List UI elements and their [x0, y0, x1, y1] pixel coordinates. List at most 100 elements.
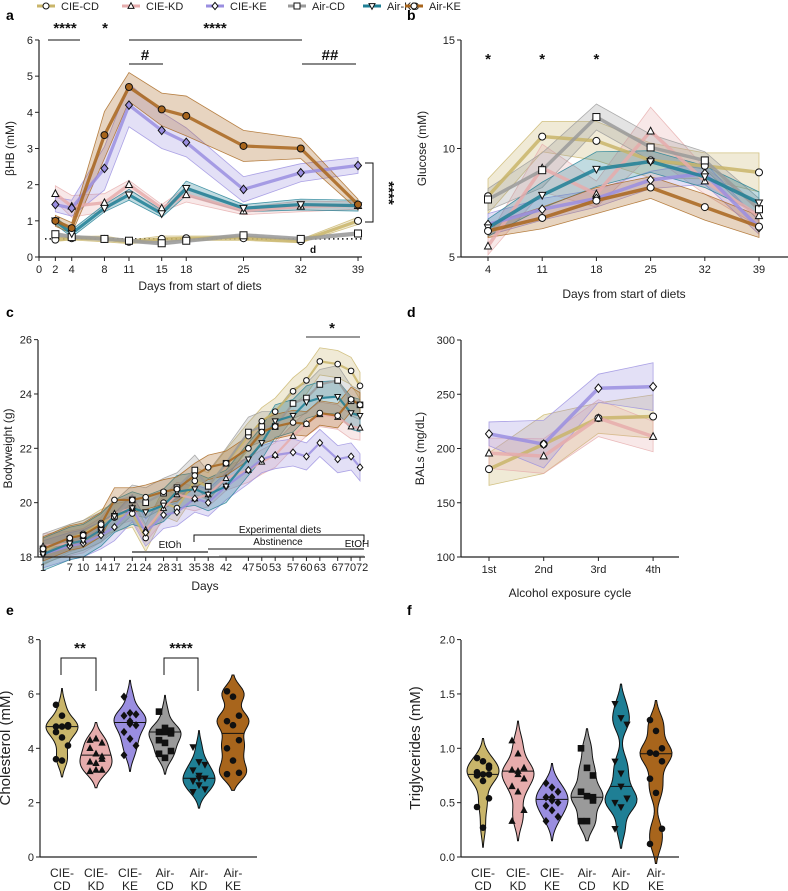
data-point [223, 717, 231, 725]
data-point-Air-KD [537, 191, 547, 201]
data-point-CIE-KE [648, 381, 658, 392]
data-point-Air-CD [204, 483, 212, 490]
data-point-Air-KE [484, 226, 492, 235]
legend-label: CIE-KD [146, 1, 183, 13]
data-point-Air-KE [79, 531, 87, 539]
data-point-Air-KD [258, 440, 266, 448]
data-point-CIE-KE [347, 452, 355, 461]
data-point-Air-KE [646, 183, 655, 192]
data-point [189, 767, 197, 775]
significance-marker: **** [203, 20, 227, 37]
data-point-CIE-KE [353, 160, 363, 171]
data-point-Air-KD [754, 199, 764, 208]
data-point [58, 712, 66, 720]
x-axis-title: Alcohol exposure cycle [509, 586, 632, 600]
y-tick-label: 4 [28, 743, 34, 755]
x-axis-title: Days from start of diets [138, 279, 261, 293]
data-point [167, 747, 175, 755]
data-point-Air-CD [191, 466, 199, 474]
y-axis-title: Glucose (mM) [415, 111, 429, 186]
series-line-CIE-CD [488, 414, 654, 471]
data-point [617, 715, 625, 723]
category-label-line1: Air- [612, 866, 631, 880]
x-tick-label: 17 [108, 562, 120, 574]
data-point [155, 750, 163, 758]
data-point [229, 757, 237, 764]
data-point [58, 757, 66, 764]
data-point-Air-KD [302, 399, 311, 407]
data-point [542, 793, 550, 802]
data-point-Air-KE [347, 396, 355, 403]
data-point [58, 723, 66, 730]
data-point [485, 771, 493, 778]
x-tick-label: 0 [36, 264, 42, 276]
significance-marker: ## [322, 47, 339, 64]
legend-item [122, 1, 140, 9]
category-label-line1: CIE- [118, 866, 142, 880]
data-point [548, 793, 556, 802]
data-point-Air-KE [67, 224, 76, 233]
data-point-Air-KE [289, 419, 297, 426]
data-point-Air-KE [303, 420, 310, 428]
significance-marker: **** [169, 640, 193, 657]
data-point [92, 759, 100, 767]
data-point-Air-KE [222, 459, 230, 467]
data-point-Air-KD [244, 456, 253, 464]
data-point-CIE-KE [356, 463, 364, 472]
data-point-Air-KE [97, 521, 105, 528]
data-point [479, 771, 487, 778]
data-point-Air-KD [296, 201, 306, 210]
violin-Air-KD [604, 683, 638, 849]
category-label-line2: KE [648, 879, 664, 891]
x-tick-label: 35 [189, 562, 201, 574]
data-point [658, 758, 666, 765]
data-point [583, 792, 591, 800]
category-label-line2: KE [225, 879, 241, 891]
data-point-Air-CD [296, 234, 305, 243]
panel-a-axes [35, 39, 362, 258]
data-point [52, 728, 60, 736]
x-tick-label: 53 [269, 562, 281, 574]
category-label-line2: CD [578, 879, 596, 891]
violin-Air-CD [570, 728, 604, 842]
category-label-line1: Air- [156, 866, 175, 880]
data-point [86, 736, 94, 743]
y-axis-title: Cholesterol (mM) [0, 690, 14, 805]
y-tick-label: 0.5 [440, 798, 455, 810]
data-point [92, 734, 100, 742]
x-tick-label: 7072 [344, 562, 368, 574]
data-point-CIE-KE [239, 184, 248, 195]
category-label-line2: KE [544, 879, 560, 891]
significance-bracket [365, 162, 374, 223]
data-point-Air-KE [142, 493, 149, 501]
category-label-line2: KE [122, 879, 138, 891]
data-point-CIE-CD [334, 360, 341, 368]
data-point-CIE-KE [204, 498, 212, 507]
legend-item [405, 2, 423, 10]
category-label-line2: CD [156, 879, 174, 891]
data-point-Air-KE [245, 445, 252, 452]
data-point [583, 817, 591, 825]
data-point-Air-CD [592, 113, 601, 122]
panel-b-plot [483, 103, 764, 256]
x-tick-label: 38 [202, 562, 214, 574]
significance-marker: ** [74, 640, 86, 657]
data-point-CIE-KE [539, 439, 548, 450]
data-point [132, 741, 140, 750]
data-point [64, 742, 72, 749]
panel-letter: d [407, 304, 416, 320]
data-point [126, 734, 134, 743]
data-point [155, 728, 163, 736]
data-point-CIE-CD [347, 367, 355, 375]
data-point [520, 763, 528, 771]
data-point [120, 711, 128, 720]
category-label-line2: CD [53, 879, 71, 891]
y-axis-title: BALs (mg/dL) [413, 412, 427, 485]
data-point [485, 764, 493, 772]
data-point-Air-KE [66, 534, 74, 542]
data-point-Air-KE [296, 144, 305, 153]
panel-d-axes [457, 339, 679, 558]
y-tick-label: 2 [28, 798, 34, 810]
y-tick-label: 1 [27, 216, 33, 228]
data-point [652, 750, 660, 758]
